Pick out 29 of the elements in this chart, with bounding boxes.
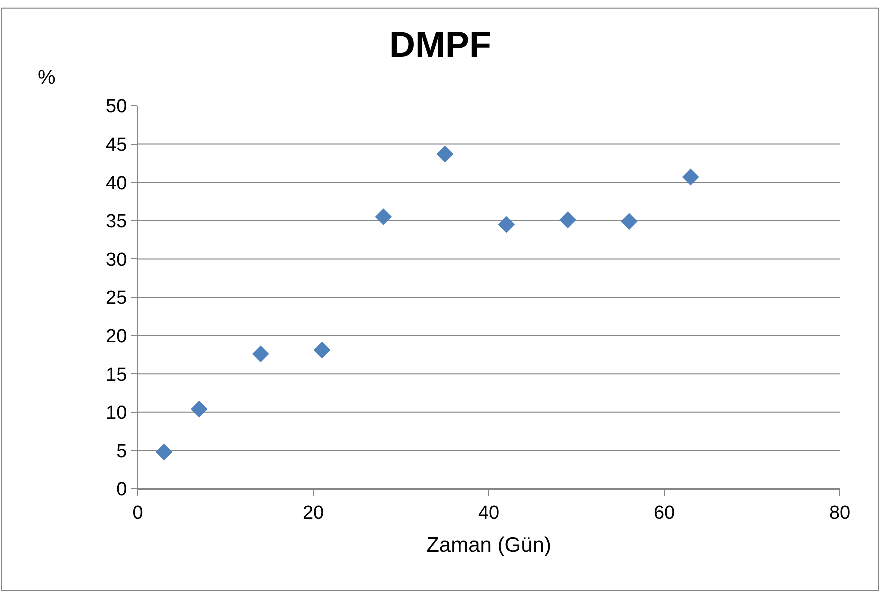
y-tick-label: 25 xyxy=(106,288,128,310)
point xyxy=(620,213,638,230)
point xyxy=(252,346,270,363)
y-tick-label: 40 xyxy=(106,173,128,194)
chart-title: DMPF xyxy=(390,24,492,66)
point xyxy=(375,208,392,226)
point xyxy=(560,212,576,229)
point xyxy=(156,444,173,461)
x-axis-title: Zaman (Gün) xyxy=(426,534,552,557)
point xyxy=(436,146,454,163)
y-tick-label: 5 xyxy=(116,441,128,462)
x-tick-label: 20 xyxy=(302,502,324,524)
x-tick-label: 40 xyxy=(478,502,500,524)
point xyxy=(190,400,208,418)
y-axis-title: % xyxy=(38,67,56,89)
x-tick-label: 0 xyxy=(132,502,144,524)
y-tick-label: 10 xyxy=(106,403,128,424)
y-tick-label: 30 xyxy=(106,250,128,271)
y-tick-label: 50 xyxy=(106,96,128,118)
point xyxy=(498,216,515,234)
x-tick-label: 60 xyxy=(654,502,676,524)
y-tick-label: 20 xyxy=(106,326,128,348)
y-tick-label: 45 xyxy=(106,134,128,156)
x-tick-label: 80 xyxy=(829,502,851,524)
y-tick-label: 0 xyxy=(116,480,128,501)
point xyxy=(314,342,331,359)
y-tick-label: 15 xyxy=(106,364,128,386)
point xyxy=(682,168,700,186)
y-tick-label: 35 xyxy=(106,212,128,233)
